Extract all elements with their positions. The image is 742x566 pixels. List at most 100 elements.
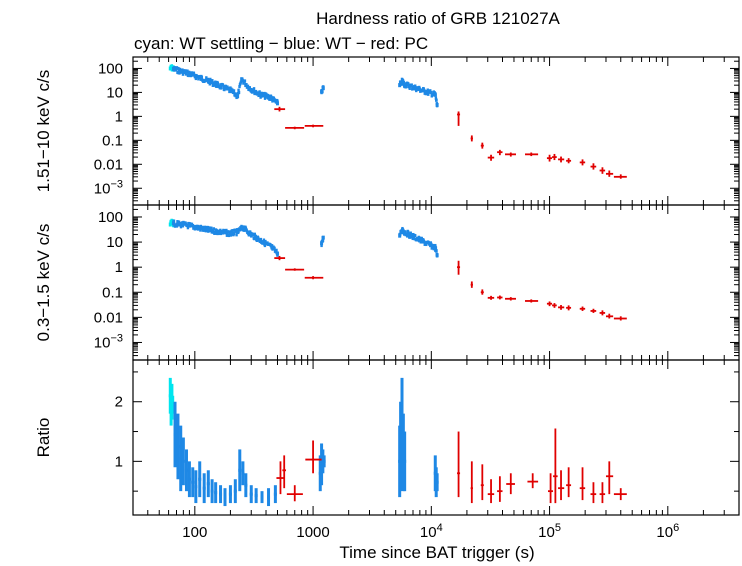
x-tick-label: 1000 bbox=[296, 524, 329, 541]
data-point bbox=[179, 456, 183, 460]
data-point bbox=[321, 239, 325, 243]
data-point bbox=[275, 248, 278, 252]
x-tick-label-base: 10 bbox=[420, 524, 437, 541]
error-bar-point bbox=[558, 156, 565, 163]
x-tick-label: 106 bbox=[656, 522, 679, 541]
chart-title: Hardness ratio of GRB 121027A bbox=[316, 9, 560, 28]
data-point bbox=[234, 92, 238, 96]
data-point bbox=[408, 86, 411, 90]
data-point bbox=[237, 90, 241, 95]
series-pc bbox=[274, 106, 627, 179]
data-point bbox=[191, 480, 195, 484]
data-point bbox=[176, 444, 180, 448]
data-point bbox=[275, 101, 279, 106]
error-bar-point bbox=[480, 289, 484, 295]
series-wt bbox=[173, 377, 439, 507]
data-point bbox=[219, 86, 223, 90]
data-point bbox=[240, 77, 244, 82]
data-point bbox=[168, 66, 172, 71]
data-point bbox=[252, 87, 256, 91]
error-bar-point bbox=[566, 467, 572, 498]
data-point bbox=[201, 225, 204, 229]
data-point bbox=[273, 492, 277, 496]
data-point bbox=[232, 89, 236, 93]
data-point bbox=[248, 86, 252, 91]
data-point bbox=[181, 459, 185, 463]
error-bar-point bbox=[525, 299, 539, 303]
data-point bbox=[197, 77, 200, 81]
error-bar-point bbox=[546, 154, 553, 162]
data-point bbox=[427, 92, 430, 96]
data-point bbox=[180, 70, 183, 74]
data-point bbox=[187, 223, 191, 228]
data-point bbox=[217, 231, 220, 236]
data-point bbox=[177, 66, 180, 71]
data-point bbox=[210, 226, 213, 230]
error-bar-point bbox=[590, 308, 597, 313]
data-point bbox=[263, 96, 267, 100]
data-point bbox=[403, 459, 407, 463]
error-bar-point bbox=[552, 153, 557, 161]
data-point bbox=[234, 229, 238, 233]
error-bar-point bbox=[304, 276, 324, 280]
data-point bbox=[239, 80, 243, 84]
error-bar-point bbox=[305, 440, 322, 474]
error-bar-point bbox=[457, 260, 461, 275]
data-point bbox=[432, 247, 435, 251]
y-axis-label-soft: 0.3−1.5 keV c/s bbox=[34, 224, 53, 342]
data-point bbox=[203, 225, 207, 229]
data-point bbox=[171, 221, 175, 226]
y-tick-label: 1 bbox=[115, 108, 123, 125]
y-tick-label: 1 bbox=[115, 259, 123, 276]
error-bar-point bbox=[605, 170, 614, 177]
error-bar-point bbox=[487, 154, 495, 161]
data-point bbox=[402, 230, 406, 235]
error-bar-point bbox=[613, 488, 627, 501]
data-point bbox=[430, 246, 433, 250]
y-tick-label: 0.1 bbox=[102, 132, 123, 149]
error-bar-point bbox=[285, 126, 305, 130]
series-wt_settling bbox=[168, 377, 175, 426]
data-point bbox=[270, 245, 274, 250]
data-point bbox=[210, 489, 214, 493]
error-bar-point bbox=[497, 149, 503, 156]
error-bar-point bbox=[285, 268, 305, 271]
data-point bbox=[413, 237, 416, 241]
data-point bbox=[190, 73, 193, 77]
data-point bbox=[235, 233, 238, 237]
data-point bbox=[179, 221, 182, 226]
data-point bbox=[418, 239, 421, 243]
error-bar-point bbox=[613, 316, 627, 321]
data-point bbox=[399, 80, 402, 84]
data-point bbox=[261, 240, 265, 245]
data-point bbox=[187, 71, 191, 76]
error-bar-point bbox=[505, 297, 516, 301]
data-point bbox=[223, 495, 227, 499]
data-point bbox=[411, 236, 414, 241]
error-bar-point bbox=[470, 281, 473, 288]
error-bar-point bbox=[605, 313, 614, 319]
data-point bbox=[199, 224, 203, 228]
error-bar-point bbox=[552, 303, 557, 308]
data-point bbox=[215, 84, 218, 89]
data-point bbox=[170, 65, 174, 70]
data-point bbox=[257, 236, 260, 240]
data-point bbox=[320, 243, 323, 248]
error-bar-point bbox=[304, 124, 324, 128]
y-tick-label: 10 bbox=[106, 84, 123, 101]
error-bar-point bbox=[613, 174, 627, 179]
data-point bbox=[208, 82, 212, 86]
error-bar-point bbox=[470, 461, 473, 504]
error-bar-point bbox=[599, 167, 606, 174]
data-point bbox=[241, 225, 245, 230]
y-tick-label: 100 bbox=[98, 209, 123, 226]
data-point bbox=[175, 224, 179, 228]
data-point bbox=[258, 90, 261, 94]
data-point bbox=[407, 230, 410, 234]
data-point bbox=[175, 222, 178, 226]
error-bar-point bbox=[274, 255, 286, 261]
data-point bbox=[406, 234, 409, 238]
data-point bbox=[225, 233, 229, 237]
data-point bbox=[267, 495, 271, 499]
